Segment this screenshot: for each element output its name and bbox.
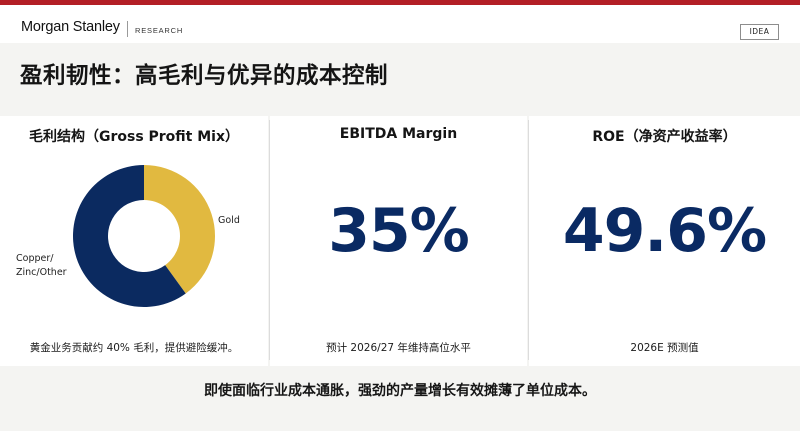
donut-slice-gold: [144, 165, 215, 294]
brand-divider: [127, 21, 128, 37]
ebitda-footnote: 预计 2026/27 年维持高位水平: [326, 342, 471, 354]
copper-label-line1: Copper/: [16, 253, 54, 264]
header-bar: [0, 5, 800, 43]
page-title: 盈利韧性：高毛利与优异的成本控制: [20, 63, 389, 89]
gross-profit-panel: 毛利结构（Gross Profit Mix） Gold Copper/ Zinc…: [0, 116, 268, 366]
roe-panel: ROE（净资产收益率） 49.6% 2026E 预测值: [529, 116, 800, 366]
gross-profit-donut-chart: [72, 165, 215, 307]
roe-value: 49.6%: [562, 196, 767, 266]
idea-badge: IDEA: [740, 24, 779, 40]
panel-divider: [528, 120, 529, 360]
donut-slice-copper-zinc-other: [72, 165, 186, 307]
top-accent-bar: [0, 0, 800, 5]
panel-divider: [269, 120, 270, 360]
roe-footnote: 2026E 预测值: [630, 342, 699, 354]
ebitda-panel: EBITDA Margin 35% 预计 2026/27 年维持高位水平: [270, 116, 527, 366]
brand-logo: Morgan Stanley: [21, 19, 120, 35]
copper-zinc-other-label: Copper/ Zinc/Other: [16, 252, 67, 280]
ebitda-value: 35%: [328, 196, 470, 266]
roe-heading: ROE（净资产收益率）: [592, 129, 737, 145]
copper-label-line2: Zinc/Other: [16, 267, 67, 278]
gold-label: Gold: [218, 215, 240, 226]
ebitda-heading: EBITDA Margin: [339, 126, 458, 142]
gross-profit-footnote: 黄金业务贡献约 40% 毛利，提供避险缓冲。: [29, 342, 239, 354]
bottom-summary: 即使面临行业成本通胀，强劲的产量增长有效摊薄了单位成本。: [204, 383, 596, 399]
section-label: RESEARCH: [135, 26, 184, 35]
gross-profit-heading: 毛利结构（Gross Profit Mix）: [28, 129, 240, 145]
